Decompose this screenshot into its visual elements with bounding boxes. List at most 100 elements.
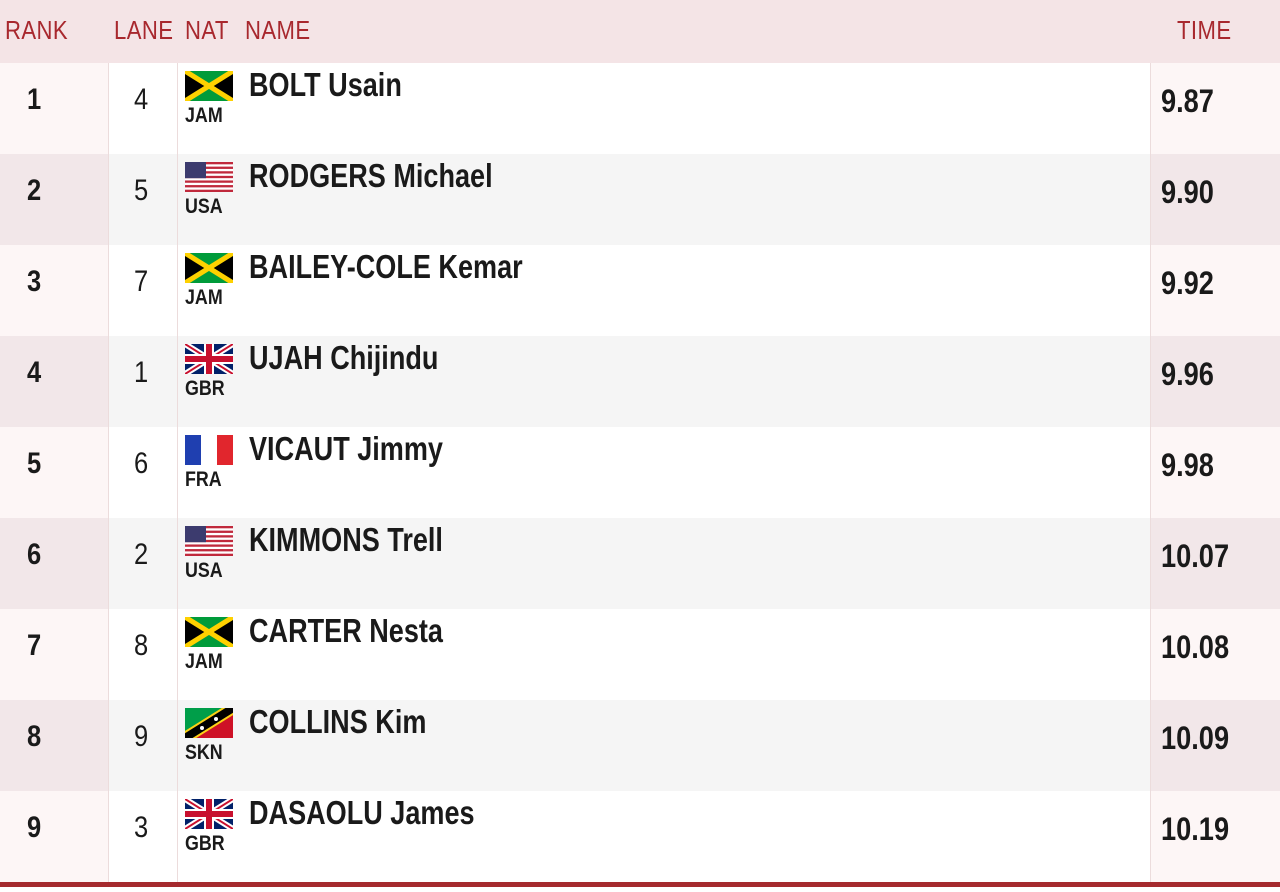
results-rows: 1 4 JAM BOLT Usain 9.87 2 5 USA RODGERS Michael 9… bbox=[0, 63, 1280, 882]
athlete-name[interactable]: DASAOLU James bbox=[249, 794, 475, 831]
time-value: 9.92 bbox=[1161, 265, 1214, 301]
athlete-name[interactable]: COLLINS Kim bbox=[249, 703, 427, 740]
athlete-cell: JAM CARTER Nesta bbox=[178, 609, 1149, 700]
time-value: 9.96 bbox=[1161, 356, 1214, 392]
rank-value: 5 bbox=[27, 447, 42, 480]
rank-cell: 8 bbox=[0, 700, 109, 791]
table-row: 8 9 SKN COLLINS Kim 10.09 bbox=[0, 700, 1280, 791]
rank-cell: 9 bbox=[0, 791, 109, 882]
athlete-cell: USA KIMMONS Trell bbox=[178, 518, 1149, 609]
table-row: 6 2 USA KIMMONS Trell 10.07 bbox=[0, 518, 1280, 609]
rank-value: 2 bbox=[27, 174, 42, 207]
time-cell: 10.07 bbox=[1150, 518, 1280, 609]
table-header: RANK LANE NAT NAME TIME bbox=[0, 0, 1280, 63]
lane-value: 7 bbox=[134, 265, 149, 298]
time-cell: 9.96 bbox=[1150, 336, 1280, 427]
athlete-cell: USA RODGERS Michael bbox=[178, 154, 1149, 245]
table-row: 5 6 FRA VICAUT Jimmy 9.98 bbox=[0, 427, 1280, 518]
rank-value: 6 bbox=[27, 538, 42, 571]
jamaica-flag-icon bbox=[185, 617, 233, 647]
time-cell: 9.92 bbox=[1150, 245, 1280, 336]
rank-cell: 5 bbox=[0, 427, 109, 518]
usa-flag-icon bbox=[185, 162, 233, 192]
nat-code: GBR bbox=[185, 832, 225, 855]
lane-cell: 1 bbox=[109, 336, 178, 427]
time-cell: 9.87 bbox=[1150, 63, 1280, 154]
time-value: 9.87 bbox=[1161, 83, 1214, 119]
table-row: 2 5 USA RODGERS Michael 9.90 bbox=[0, 154, 1280, 245]
lane-cell: 5 bbox=[109, 154, 178, 245]
saint-kitts-nevis-flag-icon bbox=[185, 708, 233, 738]
lane-cell: 6 bbox=[109, 427, 178, 518]
athlete-name[interactable]: VICAUT Jimmy bbox=[249, 430, 443, 467]
time-value: 9.98 bbox=[1161, 447, 1214, 483]
nat-code: USA bbox=[185, 195, 223, 218]
rank-value: 8 bbox=[27, 720, 42, 753]
rank-cell: 6 bbox=[0, 518, 109, 609]
rank-cell: 7 bbox=[0, 609, 109, 700]
time-cell: 10.19 bbox=[1150, 791, 1280, 882]
lane-value: 4 bbox=[134, 83, 149, 116]
athlete-cell: SKN COLLINS Kim bbox=[178, 700, 1149, 791]
lane-cell: 9 bbox=[109, 700, 178, 791]
athlete-name[interactable]: KIMMONS Trell bbox=[249, 521, 443, 558]
time-value: 10.07 bbox=[1161, 538, 1230, 574]
lane-value: 9 bbox=[134, 720, 149, 753]
athlete-cell: JAM BAILEY-COLE Kemar bbox=[178, 245, 1149, 336]
rank-cell: 1 bbox=[0, 63, 109, 154]
france-flag-icon bbox=[185, 435, 233, 465]
time-cell: 10.08 bbox=[1150, 609, 1280, 700]
table-row: 1 4 JAM BOLT Usain 9.87 bbox=[0, 63, 1280, 154]
athlete-cell: GBR UJAH Chijindu bbox=[178, 336, 1149, 427]
table-bottom-rule bbox=[0, 882, 1280, 887]
time-cell: 9.90 bbox=[1150, 154, 1280, 245]
lane-value: 6 bbox=[134, 447, 149, 480]
header-time: TIME bbox=[1177, 15, 1232, 45]
header-rank: RANK bbox=[5, 15, 69, 45]
gbr-flag-icon bbox=[185, 799, 233, 829]
header-nat: NAT bbox=[185, 15, 229, 45]
rank-cell: 2 bbox=[0, 154, 109, 245]
rank-cell: 3 bbox=[0, 245, 109, 336]
nat-code: JAM bbox=[185, 286, 223, 309]
nat-code: USA bbox=[185, 559, 223, 582]
jamaica-flag-icon bbox=[185, 253, 233, 283]
time-value: 9.90 bbox=[1161, 174, 1214, 210]
rank-value: 9 bbox=[27, 811, 42, 844]
time-cell: 10.09 bbox=[1150, 700, 1280, 791]
lane-value: 2 bbox=[134, 538, 149, 571]
header-name: NAME bbox=[245, 15, 311, 45]
table-row: 9 3 GBR DASAOLU James 10.19 bbox=[0, 791, 1280, 882]
rank-cell: 4 bbox=[0, 336, 109, 427]
athlete-name[interactable]: RODGERS Michael bbox=[249, 157, 493, 194]
jamaica-flag-icon bbox=[185, 71, 233, 101]
nat-code: JAM bbox=[185, 104, 223, 127]
rank-value: 7 bbox=[27, 629, 42, 662]
rank-value: 4 bbox=[27, 356, 42, 389]
lane-value: 1 bbox=[134, 356, 149, 389]
time-value: 10.08 bbox=[1161, 629, 1230, 665]
table-row: 4 1 GBR UJAH Chijindu 9.96 bbox=[0, 336, 1280, 427]
time-cell: 9.98 bbox=[1150, 427, 1280, 518]
athlete-name[interactable]: CARTER Nesta bbox=[249, 612, 443, 649]
lane-cell: 7 bbox=[109, 245, 178, 336]
athlete-name[interactable]: BAILEY-COLE Kemar bbox=[249, 248, 523, 285]
nat-code: JAM bbox=[185, 650, 223, 673]
athlete-cell: GBR DASAOLU James bbox=[178, 791, 1149, 882]
athlete-cell: JAM BOLT Usain bbox=[178, 63, 1149, 154]
time-value: 10.19 bbox=[1161, 811, 1230, 847]
lane-value: 3 bbox=[134, 811, 149, 844]
lane-value: 8 bbox=[134, 629, 149, 662]
rank-value: 3 bbox=[27, 265, 42, 298]
lane-cell: 4 bbox=[109, 63, 178, 154]
lane-cell: 2 bbox=[109, 518, 178, 609]
athlete-name[interactable]: UJAH Chijindu bbox=[249, 339, 439, 376]
gbr-flag-icon bbox=[185, 344, 233, 374]
athlete-name[interactable]: BOLT Usain bbox=[249, 66, 402, 103]
lane-cell: 8 bbox=[109, 609, 178, 700]
table-row: 7 8 JAM CARTER Nesta 10.08 bbox=[0, 609, 1280, 700]
time-value: 10.09 bbox=[1161, 720, 1230, 756]
nat-code: FRA bbox=[185, 468, 222, 491]
athlete-cell: FRA VICAUT Jimmy bbox=[178, 427, 1149, 518]
